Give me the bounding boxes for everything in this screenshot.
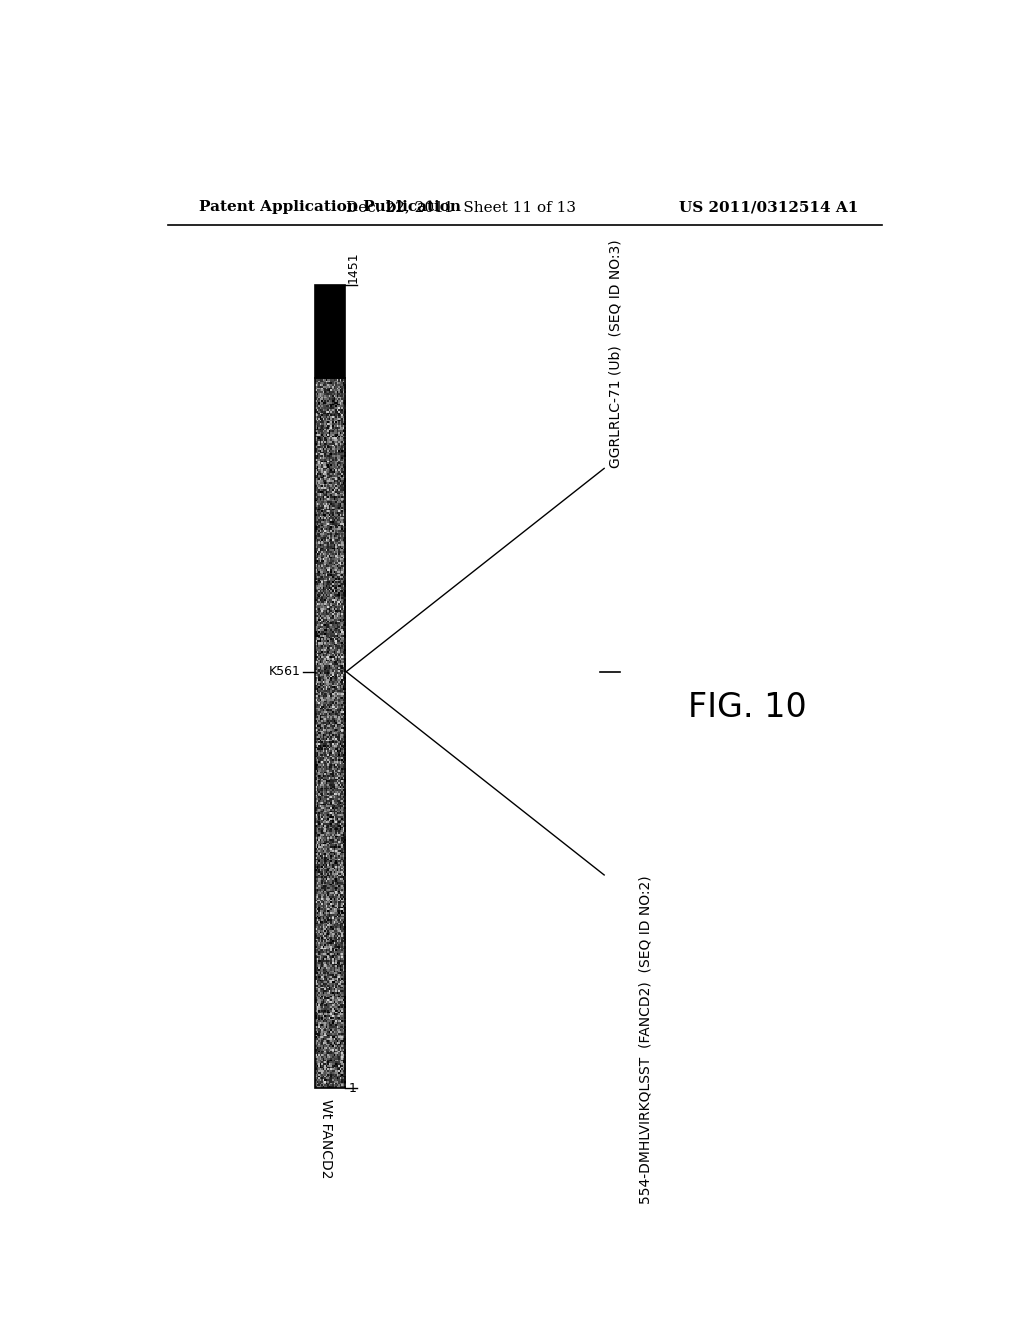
Text: GGRLRLC-71 (Ub)  (SEQ ID NO:3): GGRLRLC-71 (Ub) (SEQ ID NO:3) [608, 240, 623, 469]
Text: 1: 1 [348, 1082, 356, 1094]
Text: 554-DMHLVIRKQLSST  (FANCD2)  (SEQ ID NO:2): 554-DMHLVIRKQLSST (FANCD2) (SEQ ID NO:2) [638, 875, 652, 1204]
Text: Dec. 22, 2011  Sheet 11 of 13: Dec. 22, 2011 Sheet 11 of 13 [346, 201, 577, 214]
Bar [315, 285, 345, 378]
Bar [315, 378, 345, 1089]
Text: Wt FANCD2: Wt FANCD2 [319, 1098, 334, 1177]
Text: 1451: 1451 [347, 252, 360, 284]
Text: US 2011/0312514 A1: US 2011/0312514 A1 [679, 201, 858, 214]
Text: Patent Application Publication: Patent Application Publication [200, 201, 462, 214]
Text: K561: K561 [269, 665, 301, 678]
Text: FIG. 10: FIG. 10 [688, 690, 806, 723]
